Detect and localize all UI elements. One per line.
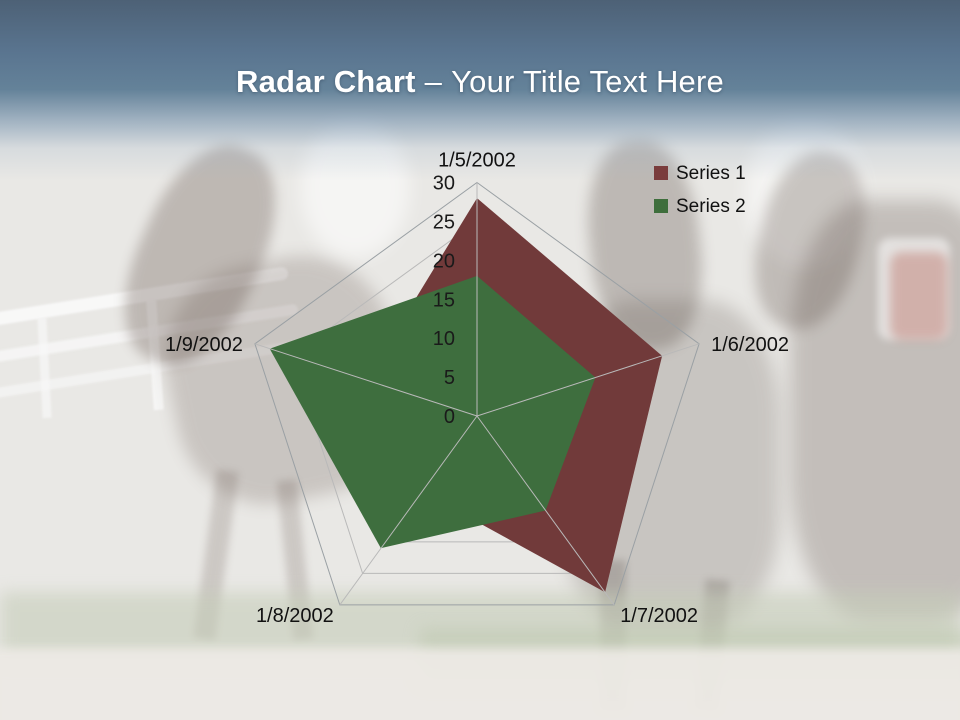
series-2-area xyxy=(269,275,596,549)
value-axis-tick-label: 5 xyxy=(444,367,455,389)
radar-axis-line xyxy=(339,415,478,606)
number-cloth xyxy=(878,238,950,340)
radar-axis-line xyxy=(476,343,700,417)
value-axis-tick-label: 25 xyxy=(433,211,455,233)
chart-legend: Series 1 Series 2 xyxy=(654,160,746,226)
legend-item: Series 1 xyxy=(654,160,746,186)
legend-swatch xyxy=(654,199,668,213)
header-gradient-band xyxy=(0,0,960,190)
legend-item: Series 2 xyxy=(654,193,746,219)
radar-outer-ring xyxy=(254,181,700,606)
legend-label: Series 1 xyxy=(676,162,746,184)
title-bold-text: Radar Chart xyxy=(236,64,416,99)
category-label: 1/8/2002 xyxy=(256,605,334,627)
category-label: 1/6/2002 xyxy=(711,334,789,356)
value-axis-tick-label: 20 xyxy=(433,250,455,272)
radar-axis-line xyxy=(476,415,615,606)
value-axis-tick-label: 0 xyxy=(444,406,455,428)
sand-track xyxy=(0,648,960,720)
title-dash: – xyxy=(424,64,443,99)
value-axis-tick-label: 10 xyxy=(433,328,455,350)
slide-title: Radar Chart – Your Title Text Here xyxy=(0,58,960,106)
category-label: 1/7/2002 xyxy=(620,605,698,627)
category-label: 1/5/2002 xyxy=(438,150,516,172)
title-regular-text: Your Title Text Here xyxy=(451,64,724,99)
legend-label: Series 2 xyxy=(676,195,746,217)
value-axis-tick-label: 15 xyxy=(433,289,455,311)
category-label: 1/9/2002 xyxy=(165,334,243,356)
radar-axis-line xyxy=(254,343,478,417)
legend-swatch xyxy=(654,166,668,180)
value-axis-tick-label: 30 xyxy=(433,173,455,195)
saddle-blanket xyxy=(890,252,948,340)
